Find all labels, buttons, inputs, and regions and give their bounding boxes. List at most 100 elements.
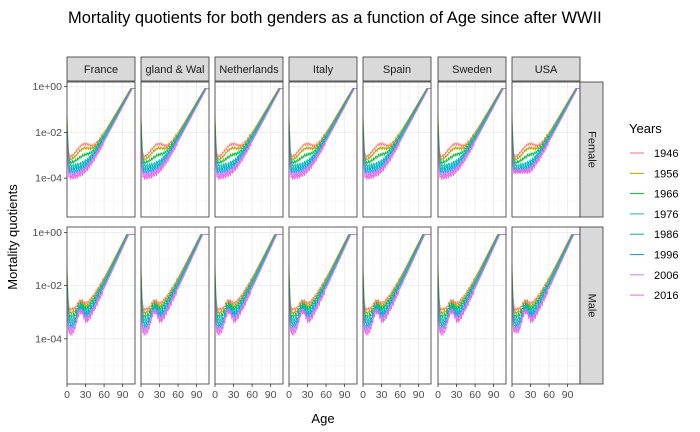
panel-border (140, 226, 210, 385)
x-axis-title: Age (311, 411, 334, 426)
series-line-1946 (66, 233, 135, 312)
facet-row-strip (579, 226, 604, 385)
x-tick-label: 30 (302, 389, 314, 401)
panel-border (437, 81, 507, 218)
facet-strip-label: Italy (313, 64, 334, 76)
x-tick-label: 60 (246, 389, 258, 401)
facet-row-strip (579, 81, 604, 218)
panel-france-male: 0 30 60 90 1e+00 1e-02 1e-04 (33, 226, 136, 401)
series-line-1996 (288, 87, 357, 174)
x-tick-label: 90 (339, 389, 351, 401)
x-tick-label: 30 (228, 389, 240, 401)
facet-strip (214, 56, 284, 82)
panel-italy-female: Italy (288, 56, 358, 218)
legend-label: 1976 (654, 209, 678, 221)
panel-sweden-male: 0 30 60 90 (435, 226, 507, 401)
facet-row-strip-male: Male (579, 226, 604, 385)
x-tick-label: 30 (154, 389, 166, 401)
panel-border (66, 81, 136, 218)
legend-item-2006: 2006 (628, 265, 678, 283)
legend-title: Years (629, 121, 662, 136)
series-line-1946 (511, 233, 580, 312)
legend: Years 1946 1956 1966 1976 1986 1996 2006 2016 (628, 121, 678, 304)
panel-border (362, 81, 432, 218)
panel-border (288, 226, 358, 385)
panel-sweden-female: Sweden (437, 56, 507, 218)
x-tick-label: 30 (376, 389, 388, 401)
legend-item-1946: 1946 (628, 144, 678, 161)
y-tick-label: 1e-04 (35, 173, 62, 185)
facet-strip-label: gland & Wal (146, 64, 205, 76)
chart-title: Mortality quotients for both genders as … (68, 9, 602, 27)
panel-border (140, 81, 210, 218)
facet-strip (288, 56, 358, 82)
x-tick-label: 30 (451, 389, 463, 401)
panel-usa-female: USA (511, 56, 581, 218)
panel-border (288, 81, 358, 218)
panel-border (437, 226, 507, 385)
facet-strip (66, 56, 136, 82)
facet-strip-label: USA (535, 64, 558, 76)
panel-spain-male: 0 30 60 90 (360, 226, 432, 401)
facet-row-strip-female: Female (579, 81, 604, 218)
panel-netherlands-female: Netherlands (214, 56, 284, 218)
y-tick-label: 1e+00 (33, 227, 63, 239)
x-tick-label: 60 (543, 389, 555, 401)
series-line-2016 (288, 87, 357, 181)
series-line-1946 (288, 233, 357, 312)
x-tick-label: 0 (286, 389, 292, 401)
x-tick-label: 60 (98, 389, 110, 401)
facet-strip-label: Sweden (452, 64, 492, 76)
facet-strip (437, 56, 507, 82)
panel-netherlands-male: 0 30 60 90 (212, 226, 284, 401)
facet-strip (140, 56, 210, 82)
legend-item-2016: 2016 (628, 286, 678, 304)
legend-item-1956: 1956 (628, 164, 678, 182)
panel-spain-female: Spain (362, 56, 432, 218)
panel-border (214, 226, 284, 385)
panel-france-female: France 1e+00 1e-02 1e-04 (33, 56, 136, 218)
series-line-2016 (437, 233, 506, 336)
x-tick-label: 60 (394, 389, 406, 401)
series-line-1996 (362, 87, 431, 174)
x-tick-label: 0 (360, 389, 366, 401)
legend-items: 1946 1956 1966 1976 1986 1996 2006 2016 (628, 144, 678, 304)
panel-border (214, 81, 284, 218)
legend-label: 2006 (654, 270, 678, 282)
x-tick-label: 90 (562, 389, 574, 401)
x-tick-label: 0 (138, 389, 144, 401)
series-line-2016 (214, 87, 283, 181)
y-tick-label: 1e+00 (33, 81, 63, 93)
y-tick-label: 1e-02 (35, 280, 62, 292)
legend-label: 1966 (654, 189, 678, 201)
series-line-2016 (140, 233, 209, 336)
series-line-2016 (362, 87, 431, 181)
x-tick-label: 90 (191, 389, 203, 401)
panel-border (362, 226, 432, 385)
facet-strip (362, 56, 432, 82)
series-line-2016 (66, 233, 135, 336)
x-tick-label: 0 (64, 389, 70, 401)
legend-item-1966: 1966 (628, 184, 678, 202)
panel-italy-male: 0 30 60 90 (286, 226, 358, 401)
series-line-2016 (140, 87, 209, 181)
series-line-2016 (511, 87, 580, 175)
legend-label: 1946 (654, 148, 678, 160)
series-line-1996 (214, 87, 283, 174)
facet-strip (511, 56, 581, 82)
legend-item-1976: 1976 (628, 204, 678, 222)
legend-label: 1996 (654, 250, 678, 262)
facet-panels: France 1e+00 1e-02 1e-04 gland & Wal Netherla… (33, 56, 604, 401)
x-tick-label: 0 (509, 389, 515, 401)
legend-label: 2016 (654, 290, 678, 302)
y-tick-label: 1e-02 (35, 127, 62, 139)
x-tick-label: 30 (525, 389, 537, 401)
series-line-1996 (140, 87, 209, 174)
x-tick-label: 0 (212, 389, 218, 401)
series-line-2016 (66, 87, 135, 181)
series-line-2016 (362, 233, 431, 336)
series-line-1946 (214, 233, 283, 312)
legend-item-1996: 1996 (628, 245, 678, 263)
panel-usa-male: 0 30 60 90 (509, 226, 581, 401)
